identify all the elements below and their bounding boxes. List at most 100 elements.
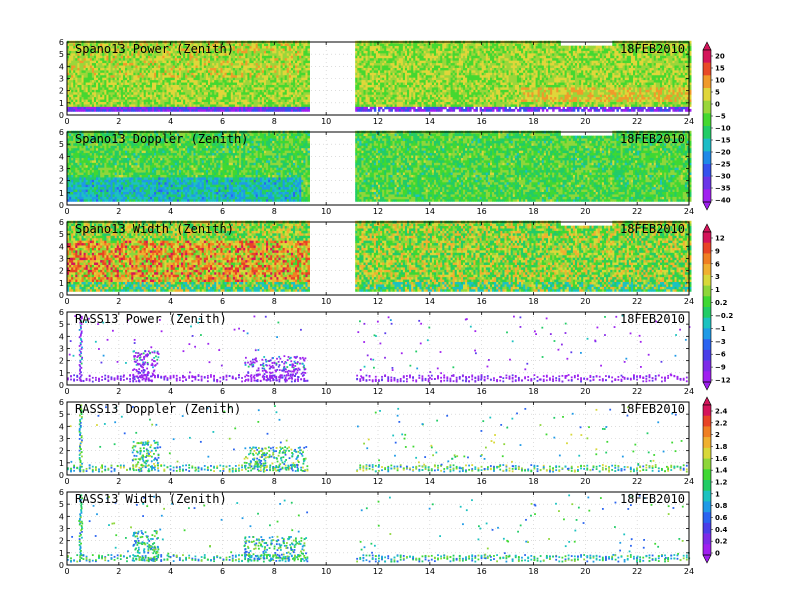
data-cell [112, 60, 116, 64]
data-cell [77, 48, 80, 51]
data-cell [164, 45, 167, 49]
data-cell [164, 87, 167, 90]
data-cell [118, 60, 122, 64]
data-cell [118, 77, 122, 81]
data-cell [164, 101, 167, 105]
data-cell [67, 67, 70, 71]
data-cell [176, 82, 180, 85]
data-cell [98, 84, 101, 88]
data-cell [158, 52, 161, 56]
data-cell [116, 74, 120, 78]
data-cell [125, 108, 128, 112]
data-cell [98, 87, 101, 90]
data-cell [108, 43, 111, 47]
data-cell [172, 108, 176, 112]
data-cell [69, 84, 72, 88]
data-cell [174, 108, 178, 112]
data-cell [112, 82, 116, 85]
data-cell [114, 89, 118, 93]
data-cell [164, 74, 167, 78]
data-cell [154, 106, 157, 110]
data-cell [143, 65, 147, 68]
data-cell [87, 67, 91, 71]
data-cell [154, 55, 157, 59]
data-cell [158, 55, 161, 59]
data-cell [98, 104, 101, 107]
data-cell [69, 94, 72, 98]
data-cell [149, 74, 153, 78]
data-cell [131, 45, 134, 49]
data-cell [77, 45, 80, 49]
data-cell [104, 57, 107, 61]
data-cell [172, 43, 176, 47]
data-cell [118, 96, 122, 100]
data-cell [122, 52, 126, 56]
data-cell [81, 89, 84, 93]
data-cell [162, 101, 165, 105]
data-cell [125, 89, 128, 93]
data-cell [307, 96, 310, 100]
data-cell [129, 79, 132, 83]
data-cell [122, 69, 126, 73]
data-cell [108, 89, 111, 93]
data-cell [122, 43, 126, 47]
data-cell [125, 55, 128, 59]
data-cell [131, 96, 134, 100]
data-cell [156, 62, 159, 66]
data-cell [139, 69, 143, 73]
data-cell [100, 43, 103, 47]
data-cell [160, 108, 163, 112]
data-cell [158, 79, 161, 83]
data-cell [125, 87, 128, 90]
data-cell [158, 96, 161, 100]
data-cell [108, 48, 111, 51]
data-cell [160, 96, 163, 100]
data-cell [141, 62, 145, 66]
data-cell [102, 96, 105, 100]
data-cell [120, 94, 124, 98]
data-cell [110, 50, 114, 54]
data-cell [89, 72, 93, 76]
data-cell [73, 89, 76, 93]
data-cell [106, 55, 109, 59]
data-cell [75, 50, 78, 54]
data-cell [98, 74, 101, 78]
data-cell [110, 72, 114, 76]
data-cell [122, 91, 126, 95]
data-cell [139, 60, 143, 64]
data-cell [176, 77, 180, 81]
data-cell [110, 79, 114, 83]
data-cell [129, 55, 132, 59]
data-cell [110, 96, 114, 100]
data-cell [419, 106, 422, 110]
data-cell [156, 91, 159, 95]
data-cell [108, 106, 111, 110]
data-cell [122, 62, 126, 66]
data-cell [112, 99, 116, 103]
data-cell [98, 62, 101, 66]
data-cell [114, 74, 118, 78]
data-cell [110, 104, 114, 107]
data-cell [67, 94, 70, 98]
data-cell [139, 99, 143, 103]
data-cell [110, 91, 114, 95]
data-cell [77, 67, 80, 71]
data-cell [87, 52, 91, 56]
data-cell [135, 99, 138, 103]
data-cell [172, 52, 176, 56]
data-cell [141, 77, 145, 81]
data-cell [118, 79, 122, 83]
data-cell [96, 55, 99, 59]
data-cell [149, 106, 153, 110]
data-cell [145, 50, 149, 54]
data-cell [164, 89, 167, 93]
data-cell [83, 101, 87, 105]
data-cell [131, 57, 134, 61]
data-cell [147, 104, 151, 107]
data-cell [85, 43, 89, 47]
data-cell [100, 108, 103, 112]
data-cell [104, 77, 107, 81]
data-cell [93, 72, 97, 76]
data-cell [143, 48, 147, 51]
